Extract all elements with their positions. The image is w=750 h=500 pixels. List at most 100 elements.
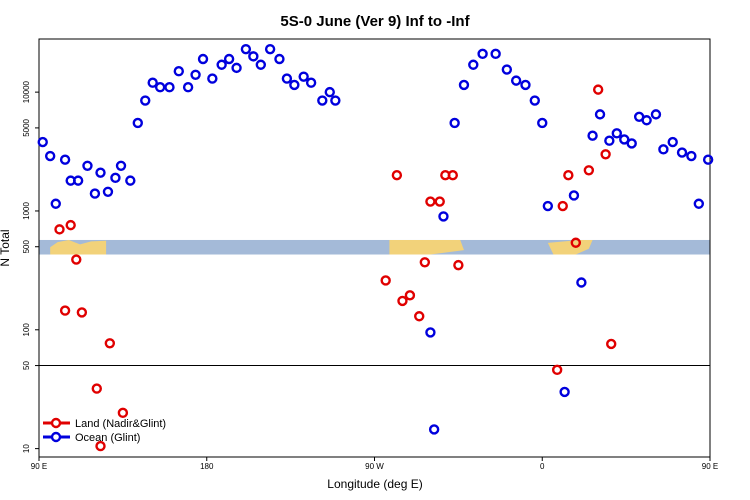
ocean-point bbox=[305, 77, 317, 88]
ocean-point bbox=[425, 327, 436, 338]
ocean-point bbox=[164, 82, 175, 93]
land-point bbox=[117, 407, 129, 419]
x-tick-label: 180 bbox=[200, 462, 214, 471]
ocean-point bbox=[611, 128, 623, 139]
ocean-point bbox=[59, 154, 71, 165]
x-tick-label: 90 E bbox=[31, 462, 47, 471]
land-point bbox=[54, 224, 65, 235]
ocean-point bbox=[317, 95, 328, 106]
ocean-point bbox=[216, 59, 227, 70]
land-point bbox=[557, 200, 568, 212]
ocean-point bbox=[449, 117, 460, 129]
land-point bbox=[563, 169, 574, 181]
ocean-point bbox=[576, 277, 587, 288]
ocean-point bbox=[626, 138, 637, 149]
x-tick-label: 90 E bbox=[702, 462, 718, 471]
ocean-point bbox=[173, 66, 184, 77]
data-points bbox=[37, 43, 714, 452]
land-point bbox=[59, 305, 71, 316]
land-point bbox=[95, 440, 106, 452]
land-point bbox=[391, 169, 403, 181]
y-tick-label: 100 bbox=[22, 323, 31, 337]
land-point bbox=[453, 259, 464, 271]
x-axis: 90 E 180 90 W 0 90 E bbox=[31, 457, 718, 471]
land-point bbox=[592, 84, 604, 95]
land-point bbox=[414, 311, 425, 322]
land-point bbox=[404, 290, 416, 301]
legend-marker bbox=[50, 417, 62, 429]
ocean-point bbox=[520, 79, 531, 91]
y-tick-label: 50 bbox=[22, 361, 31, 370]
ocean-point bbox=[72, 175, 84, 186]
y-axis: 10 50 100 500 1000 5000 10000 bbox=[22, 80, 39, 453]
ocean-point bbox=[324, 86, 335, 98]
ocean-point bbox=[641, 115, 652, 126]
ocean-point bbox=[264, 43, 276, 55]
land-point bbox=[91, 383, 102, 394]
x-tick-label: 90 W bbox=[365, 462, 384, 471]
ocean-point bbox=[125, 175, 136, 186]
x-tick-label: 0 bbox=[540, 462, 545, 471]
ocean-point bbox=[650, 109, 662, 120]
ocean-point bbox=[255, 59, 267, 70]
ocean-point bbox=[37, 136, 48, 148]
ocean-point bbox=[147, 77, 158, 88]
ocean-point bbox=[619, 134, 630, 145]
ocean-point bbox=[587, 130, 598, 141]
land-point bbox=[583, 165, 595, 176]
ocean-point bbox=[702, 154, 714, 165]
ocean-point bbox=[89, 188, 101, 199]
ocean-point bbox=[44, 150, 56, 162]
ocean-point bbox=[501, 64, 513, 75]
ocean-point bbox=[207, 73, 218, 84]
land-patch bbox=[50, 239, 107, 255]
land-point bbox=[419, 257, 431, 268]
ocean-point bbox=[248, 51, 259, 62]
y-tick-label: 1000 bbox=[22, 202, 31, 220]
ocean-point bbox=[537, 117, 548, 129]
land-mask-band bbox=[39, 239, 710, 255]
land-patch bbox=[389, 239, 464, 255]
land-point bbox=[65, 219, 76, 231]
ocean-point bbox=[50, 198, 61, 209]
ocean-point bbox=[693, 198, 705, 209]
y-axis-label: N Total bbox=[0, 229, 12, 266]
ocean-point bbox=[95, 167, 106, 178]
ocean-point bbox=[223, 53, 235, 65]
ocean-point bbox=[490, 48, 501, 60]
ocean-point bbox=[468, 59, 479, 70]
ocean-point bbox=[458, 79, 470, 91]
ocean-point bbox=[438, 211, 449, 222]
land-point bbox=[570, 237, 581, 248]
ocean-point bbox=[281, 73, 293, 84]
ocean-point bbox=[274, 53, 285, 65]
legend-marker bbox=[50, 431, 62, 443]
ocean-point bbox=[542, 200, 554, 212]
ocean-point bbox=[510, 75, 522, 86]
legend-label: Ocean (Glint) bbox=[75, 432, 140, 444]
ocean-point bbox=[604, 135, 615, 146]
ocean-point bbox=[110, 172, 121, 184]
ocean-point bbox=[132, 117, 143, 129]
ocean-point bbox=[594, 109, 606, 120]
ocean-point bbox=[676, 147, 688, 158]
land-point bbox=[380, 275, 391, 286]
ocean-point bbox=[667, 136, 678, 148]
land-point bbox=[600, 149, 611, 160]
ocean-band bbox=[39, 239, 710, 255]
land-point bbox=[397, 295, 408, 307]
ocean-point bbox=[529, 95, 540, 106]
legend-label: Land (Nadir&Glint) bbox=[75, 418, 166, 430]
land-patch bbox=[547, 239, 593, 255]
ocean-point bbox=[197, 53, 209, 65]
ocean-point bbox=[154, 82, 166, 93]
ocean-point bbox=[289, 79, 300, 91]
ocean-point bbox=[658, 144, 669, 155]
land-point bbox=[71, 254, 82, 265]
ocean-point bbox=[102, 186, 114, 197]
ocean-point bbox=[568, 190, 580, 201]
ocean-point bbox=[115, 160, 127, 171]
land-point bbox=[551, 364, 563, 376]
land-point bbox=[606, 338, 617, 350]
chart-title: 5S-0 June (Ver 9) Inf to -Inf bbox=[280, 13, 470, 30]
